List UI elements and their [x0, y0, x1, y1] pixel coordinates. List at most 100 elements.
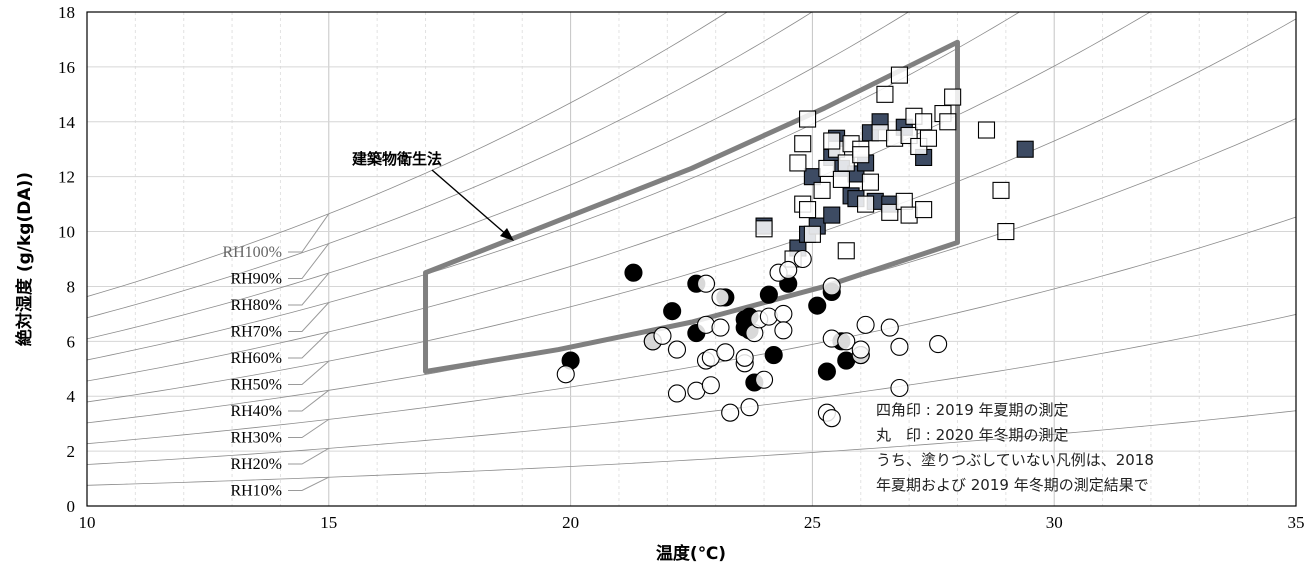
circle-point-open [716, 343, 735, 362]
circle-point-filled [624, 263, 643, 282]
circle-point-open [822, 409, 841, 428]
square-point-open [794, 135, 812, 153]
square-point-open [890, 66, 908, 84]
y-tick-label: 18 [58, 3, 75, 22]
rh-curve [87, 12, 1151, 382]
y-tick-label: 10 [58, 223, 75, 242]
rh-label: RH40% [230, 403, 282, 420]
circle-point-filled [663, 302, 682, 321]
circle-point-open [653, 326, 672, 345]
x-tick-label: 15 [320, 513, 337, 532]
square-point-open [823, 132, 841, 150]
y-tick-label: 8 [67, 277, 76, 296]
square-point-open [852, 146, 870, 164]
y-tick-label: 12 [58, 168, 75, 187]
rh-leader-line [288, 331, 330, 359]
circle-point-open [711, 288, 730, 307]
circle-point-open [890, 337, 909, 356]
rh-leader-line [288, 476, 330, 491]
square-point-open [803, 225, 821, 243]
y-axis-title: 絶対湿度 (g/kg(DA)) [14, 172, 35, 346]
y-tick-label: 14 [58, 113, 76, 132]
square-point-open [919, 129, 938, 147]
y-tick-label: 0 [67, 497, 76, 516]
circle-point-open [851, 340, 870, 359]
rh-curve [87, 216, 1296, 445]
circle-point-open [556, 365, 575, 384]
square-point-open [857, 195, 875, 213]
zone-label: 建築物衛生法 [352, 150, 442, 168]
square-point-open [915, 201, 933, 219]
data-points [556, 66, 1034, 428]
tick-labels: 10 15 20 25 30 35 0 2 4 6 8 10 12 14 16 18 [58, 3, 1305, 532]
rh-leader-line [288, 389, 330, 412]
circle-point-open [774, 321, 793, 340]
square-point-open [871, 124, 889, 142]
circle-point-filled [764, 346, 783, 365]
comfort-zone [423, 39, 960, 375]
square-point-open [818, 159, 836, 177]
circle-point-open [696, 274, 716, 293]
rh-curve [87, 18, 1296, 403]
square-point-open [837, 242, 855, 260]
circle-point-open [890, 378, 909, 398]
square-point-filled [1016, 140, 1034, 158]
zone-arrow-line [431, 169, 509, 237]
square-point-open [992, 181, 1010, 199]
rh-leader-line [288, 418, 330, 438]
y-tick-label: 2 [67, 442, 76, 461]
circle-point-open [711, 318, 730, 337]
rh-label: RH50% [230, 377, 282, 394]
rh-leader-line [288, 243, 330, 279]
rh-label: RH20% [230, 456, 282, 473]
zone-boundary [423, 39, 960, 375]
rh-label: RH60% [230, 350, 282, 367]
rh-curves [87, 12, 1296, 486]
circle-point-open [856, 315, 875, 334]
circle-point-open [667, 340, 687, 359]
rh-label: RH90% [230, 271, 282, 288]
zone-annotation: 建築物衛生法 [352, 150, 514, 241]
square-point-open [837, 154, 855, 172]
rh-curve [87, 12, 813, 319]
rh-labels: RH100% RH90% RH80% RH70% RH60% RH50% RH40% RH30… [222, 213, 330, 500]
x-tick-label: 10 [79, 513, 96, 532]
zone-arrow-head [500, 228, 514, 241]
square-point-open [861, 173, 879, 191]
circle-point-open [667, 384, 687, 403]
circle-point-open [837, 332, 856, 351]
square-point-open [813, 181, 831, 199]
legend-line: 年夏期および 2019 年冬期の測定結果で [876, 476, 1149, 494]
rh-label: RH10% [230, 483, 282, 500]
rh-label: RH70% [230, 324, 282, 341]
rh-curve [87, 12, 728, 298]
square-point-open [886, 129, 904, 147]
rh-curve [87, 12, 1021, 361]
square-point-open [939, 113, 957, 131]
rh-leader-line [288, 360, 330, 385]
square-point-open [799, 110, 817, 128]
x-tick-label: 35 [1288, 513, 1305, 532]
rh-label: RH100% [222, 244, 282, 261]
square-point-open [977, 121, 996, 139]
square-point-open [755, 220, 773, 238]
square-point-open [997, 223, 1015, 241]
square-point-open [876, 85, 894, 103]
y-tick-label: 4 [67, 387, 76, 406]
circle-point-filled [759, 285, 778, 304]
legend-line: うち、塗りつぶしていない凡例は、2018 [876, 451, 1154, 469]
legend-line: 四角印 : 2019 年夏期の測定 [876, 401, 1069, 419]
rh-leader-line [288, 213, 330, 253]
circle-point-open [721, 403, 740, 422]
circle-point-open [779, 260, 798, 280]
plot-frame [86, 11, 1297, 507]
square-point-open [900, 206, 918, 224]
rh-leader-line [288, 272, 330, 306]
square-point-filled [823, 206, 841, 224]
square-point-open [915, 113, 933, 131]
square-point-open [789, 154, 807, 172]
square-point-open [832, 170, 850, 188]
rh-leader-line [288, 302, 330, 332]
